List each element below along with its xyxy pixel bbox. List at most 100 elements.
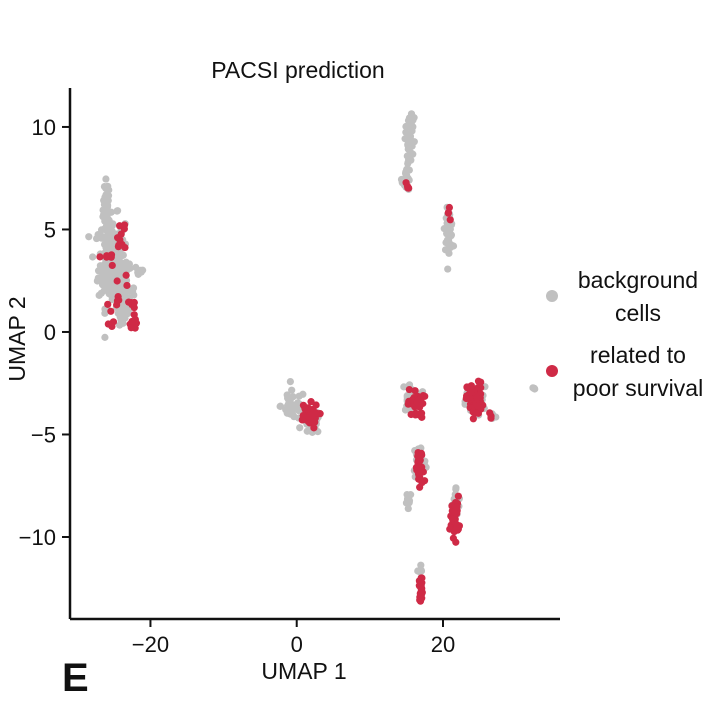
poor-survival-cell-point xyxy=(411,387,419,395)
legend-poor-survival-label: poor survival xyxy=(573,375,703,401)
poor-survival-cell-point xyxy=(130,298,138,307)
poor-survival-cell-point xyxy=(96,253,104,261)
background-cell-point xyxy=(296,424,304,432)
legend-background-label: background xyxy=(578,267,698,293)
poor-survival-cell-point xyxy=(419,399,427,408)
background-cell-point xyxy=(444,265,452,273)
background-cell-point xyxy=(134,268,142,277)
x-tick-label: −20 xyxy=(132,632,169,657)
background-cell-point xyxy=(129,284,138,292)
poor-survival-cell-point xyxy=(474,377,483,385)
poor-survival-cell-point xyxy=(463,383,471,391)
background-cell-point xyxy=(89,253,97,261)
background-cell-point xyxy=(115,271,123,279)
background-cell-point xyxy=(103,203,112,211)
poor-survival-cell-point xyxy=(128,317,136,326)
background-cell-point xyxy=(114,249,122,257)
background-cell-point xyxy=(105,280,113,288)
background-cell-point xyxy=(409,150,417,158)
background-cell-point xyxy=(124,263,132,271)
y-tick-label: 0 xyxy=(44,320,56,345)
poor-survival-cell-point xyxy=(301,405,309,414)
background-cell-point xyxy=(100,182,109,191)
background-cell-point xyxy=(531,385,539,393)
y-tick-label: 10 xyxy=(32,115,56,140)
poor-survival-cell-point xyxy=(299,411,307,420)
background-cell-point xyxy=(85,233,93,241)
background-cell-point xyxy=(94,267,103,275)
poor-survival-cell-point xyxy=(472,409,480,417)
chart-title: PACSI prediction xyxy=(211,57,384,83)
poor-survival-cell-point xyxy=(311,418,319,426)
poor-survival-cell-point xyxy=(122,271,130,279)
background-cell-point xyxy=(276,402,284,410)
background-cell-point xyxy=(103,264,111,272)
poor-survival-cell-point xyxy=(107,307,115,315)
x-axis-title: UMAP 1 xyxy=(261,658,346,684)
poor-survival-cell-point xyxy=(106,252,114,260)
background-cell-point xyxy=(417,561,425,569)
poor-survival-cell-point xyxy=(446,216,454,224)
poor-survival-cell-point xyxy=(115,222,124,230)
background-cell-point xyxy=(101,333,109,341)
background-cell-point xyxy=(108,286,116,294)
poor-survival-cell-point xyxy=(125,298,133,306)
poor-survival-cell-point xyxy=(130,303,138,312)
background-cell-point xyxy=(404,494,412,502)
poor-survival-cell-point xyxy=(415,468,423,476)
poor-survival-cell-point xyxy=(123,281,131,290)
poor-survival-cell-point xyxy=(104,320,112,328)
poor-survival-cell-point xyxy=(308,411,317,419)
poor-survival-cell-point xyxy=(445,203,454,212)
poor-survival-cell-point xyxy=(416,457,424,465)
poor-survival-cell-point xyxy=(450,527,458,536)
background-cell-point xyxy=(404,159,412,168)
poor-survival-cell-point xyxy=(453,503,461,511)
y-tick-label: −10 xyxy=(19,525,56,550)
poor-survival-cell-point xyxy=(108,261,116,270)
poor-survival-cell-point xyxy=(411,411,420,419)
background-cell-point xyxy=(402,128,410,136)
background-cell-point xyxy=(445,230,454,238)
background-cell-point xyxy=(107,208,115,216)
background-cell-point xyxy=(101,193,109,201)
background-cell-point xyxy=(449,242,458,250)
background-cell-point xyxy=(404,504,412,513)
background-cell-point xyxy=(113,207,122,215)
panel-letter: E xyxy=(62,656,89,700)
y-tick-label: 5 xyxy=(44,217,56,242)
points-layer xyxy=(85,110,539,605)
x-tick-label: 0 xyxy=(291,632,303,657)
background-cell-point xyxy=(118,263,126,271)
poor-survival-cell-point xyxy=(448,515,457,523)
background-cell-point xyxy=(283,402,292,410)
poor-survival-cell-point xyxy=(462,394,470,403)
poor-survival-cell-point xyxy=(473,394,481,402)
legend-poor-survival-swatch xyxy=(546,365,558,377)
legend-background-swatch xyxy=(546,290,558,302)
poor-survival-cell-point xyxy=(121,243,129,252)
poor-survival-cell-point xyxy=(486,409,494,417)
poor-survival-cell-point xyxy=(469,415,477,423)
background-cell-point xyxy=(96,230,104,238)
background-cell-point xyxy=(286,378,294,386)
legend: background cells related to poor survival xyxy=(546,267,703,401)
background-cell-point xyxy=(100,210,108,218)
background-cell-point xyxy=(403,134,411,142)
background-cell-point xyxy=(103,233,111,241)
poor-survival-cell-point xyxy=(417,409,426,417)
background-cell-point xyxy=(444,223,452,231)
y-axis-title: UMAP 2 xyxy=(4,296,30,381)
poor-survival-cell-point xyxy=(312,401,320,409)
background-cell-point xyxy=(288,386,296,394)
poor-survival-cell-point xyxy=(413,398,421,406)
background-cell-point xyxy=(408,127,416,135)
poor-survival-cell-point xyxy=(117,230,125,238)
background-cell-point xyxy=(299,390,307,398)
poor-survival-cell-point xyxy=(449,534,457,542)
poor-survival-cell-point xyxy=(405,385,413,394)
poor-survival-cell-point xyxy=(418,478,426,487)
poor-survival-cell-point xyxy=(114,243,123,251)
background-cell-point xyxy=(452,484,460,492)
